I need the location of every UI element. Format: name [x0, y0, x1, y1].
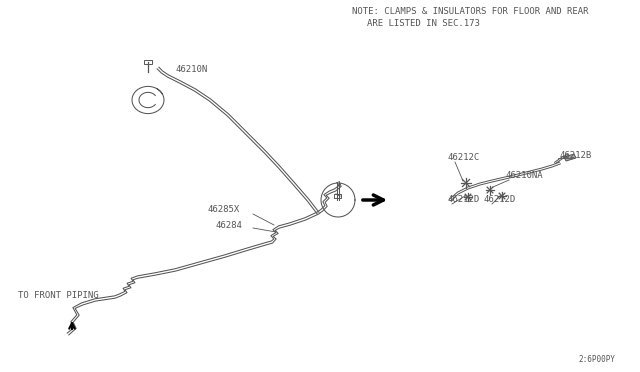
Bar	[334, 194, 341, 198]
Text: 2:6P00PY: 2:6P00PY	[578, 355, 615, 364]
Text: TO FRONT PIPING: TO FRONT PIPING	[18, 291, 99, 300]
Bar	[144, 60, 152, 64]
Text: ARE LISTED IN SEC.173: ARE LISTED IN SEC.173	[367, 19, 480, 28]
Text: 46210NA: 46210NA	[505, 171, 543, 180]
Text: 46210N: 46210N	[175, 65, 207, 74]
Text: 46212B: 46212B	[560, 151, 592, 160]
Polygon shape	[564, 154, 576, 161]
Text: 46285X: 46285X	[208, 205, 240, 214]
Text: 46212D: 46212D	[447, 195, 479, 204]
Text: 46212D: 46212D	[483, 195, 515, 204]
Text: 46212C: 46212C	[448, 153, 480, 162]
Text: NOTE: CLAMPS & INSULATORS FOR FLOOR AND REAR: NOTE: CLAMPS & INSULATORS FOR FLOOR AND …	[352, 7, 589, 16]
Text: 46284: 46284	[215, 221, 242, 230]
